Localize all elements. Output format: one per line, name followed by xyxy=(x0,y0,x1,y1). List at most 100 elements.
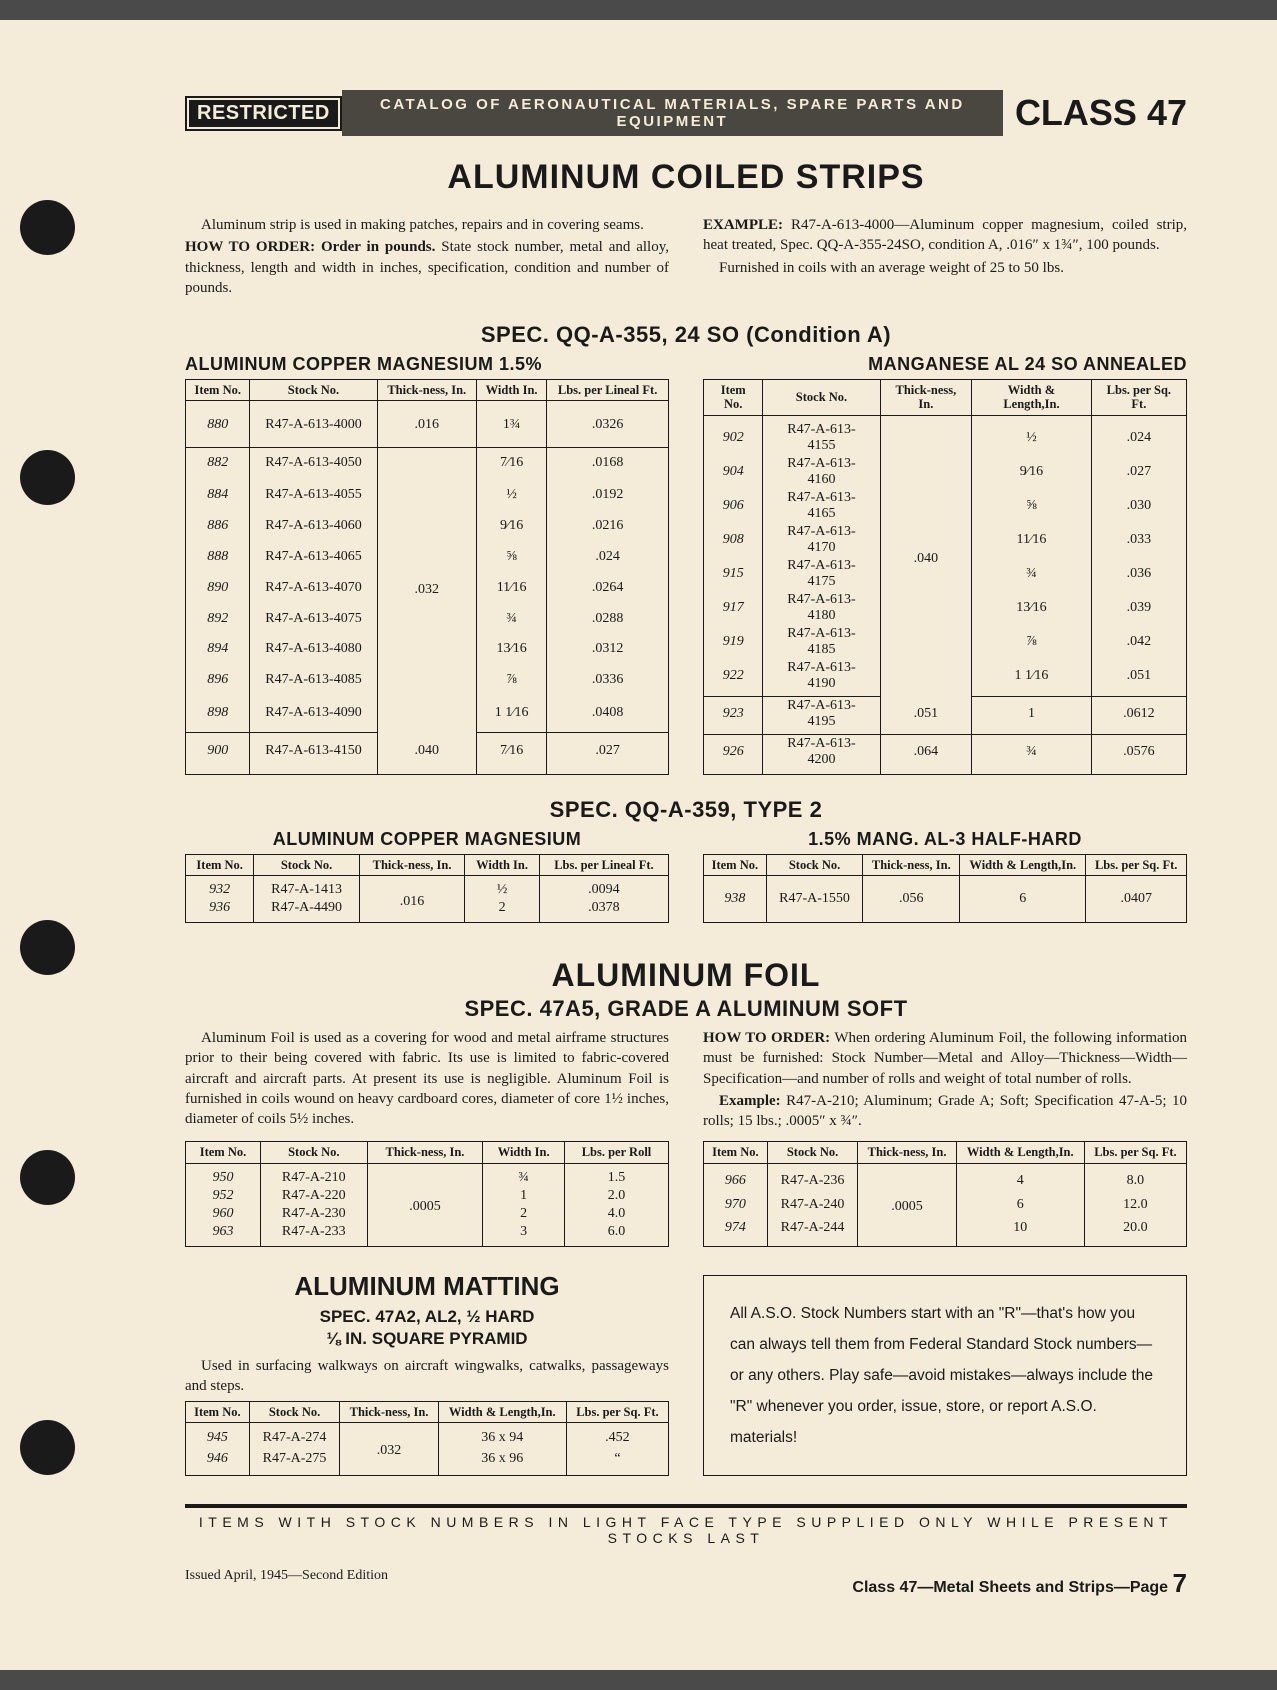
cell: .0216 xyxy=(547,510,669,541)
col-thick: Thick-ness, In. xyxy=(377,380,476,401)
cell: 9⁄16 xyxy=(972,455,1092,489)
cell: ⅞ xyxy=(972,625,1092,659)
cell: 36 x 94 xyxy=(438,1422,566,1448)
cell: R47-A-613-4070 xyxy=(250,572,377,603)
cell: R47-A-4490 xyxy=(254,899,359,923)
col-stock: Stock No. xyxy=(767,1142,858,1163)
cell: 2 xyxy=(483,1205,565,1223)
cell: .0192 xyxy=(547,479,669,510)
cell: 974 xyxy=(704,1216,768,1246)
cell: .016 xyxy=(359,876,465,923)
cell: ½ xyxy=(972,415,1092,455)
cell: R47-A-236 xyxy=(767,1163,858,1193)
cell: 2 xyxy=(465,899,540,923)
col-widthlen: Width & Length,In. xyxy=(972,380,1092,416)
col-thick: Thick-ness, In. xyxy=(340,1401,438,1422)
cell: R47-A-613-4190 xyxy=(763,659,880,697)
cell: R47-A-613-4185 xyxy=(763,625,880,659)
cell: .0312 xyxy=(547,634,669,665)
cell: R47-A-230 xyxy=(260,1205,367,1223)
cell: 923 xyxy=(704,696,763,734)
cell: 960 xyxy=(186,1205,261,1223)
cell: R47-A-613-4170 xyxy=(763,523,880,557)
cell: R47-A-613-4085 xyxy=(250,665,377,696)
cell: R47-A-613-4055 xyxy=(250,479,377,510)
tables-row-1: Item No. Stock No. Thick-ness, In. Width… xyxy=(185,379,1187,775)
matting-row: ALUMINUM MATTING SPEC. 47A2, AL2, ½ HARD… xyxy=(185,1247,1187,1476)
col-stock: Stock No. xyxy=(260,1142,367,1163)
cell: 966 xyxy=(704,1163,768,1193)
cell: 970 xyxy=(704,1193,768,1216)
punch-hole xyxy=(20,920,75,975)
cell: 7⁄16 xyxy=(476,447,546,479)
table-foil-2: Item No. Stock No. Thick-ness, In. Width… xyxy=(703,1141,1187,1246)
cell: 20.0 xyxy=(1084,1216,1186,1246)
table-al-copper-mg: Item No. Stock No. Thick-ness, In. Width… xyxy=(185,379,669,775)
cell: 6.0 xyxy=(564,1223,668,1247)
foil-text: Example: R47-A-210; Aluminum; Grade A; S… xyxy=(703,1091,1187,1132)
matting-title: ALUMINUM MATTING xyxy=(185,1269,669,1304)
cell: .024 xyxy=(547,541,669,572)
example-label: Example: xyxy=(719,1093,781,1109)
cell: .0005 xyxy=(367,1163,483,1246)
table-matting: Item No. Stock No. Thick-ness, In. Width… xyxy=(185,1401,669,1476)
cell: .042 xyxy=(1091,625,1186,659)
example-label: EXAMPLE: xyxy=(703,217,783,233)
punch-hole xyxy=(20,450,75,505)
intro-text: Aluminum strip is used in making patches… xyxy=(185,215,669,235)
col-width: Width In. xyxy=(483,1142,565,1163)
cell: R47-A-275 xyxy=(249,1449,340,1475)
cell: .0264 xyxy=(547,572,669,603)
cell: 13⁄16 xyxy=(476,634,546,665)
page-number: 7 xyxy=(1173,1568,1187,1598)
cell: .0005 xyxy=(858,1163,956,1246)
cell: R47-A-613-4060 xyxy=(250,510,377,541)
cell: R47-A-613-4050 xyxy=(250,447,377,479)
col-item: Item No. xyxy=(704,1142,768,1163)
matting-spec-line: ⅛ IN. SQUARE PYRAMID xyxy=(326,1329,527,1348)
col-lbs: Lbs. per Sq. Ft. xyxy=(566,1401,668,1422)
cell: R47-A-220 xyxy=(260,1187,367,1205)
cell: ⅞ xyxy=(476,665,546,696)
footer-notice: ITEMS WITH STOCK NUMBERS IN LIGHT FACE T… xyxy=(185,1504,1187,1546)
cell: 904 xyxy=(704,455,763,489)
cell: 1.5 xyxy=(564,1163,668,1187)
foil-spec: SPEC. 47A5, GRADE A ALUMINUM SOFT xyxy=(185,996,1187,1022)
col-item: Item No. xyxy=(704,854,767,875)
cell: 908 xyxy=(704,523,763,557)
col-item: Item No. xyxy=(704,380,763,416)
cell: ½ xyxy=(476,479,546,510)
cell: .024 xyxy=(1091,415,1186,455)
cell: 2.0 xyxy=(564,1187,668,1205)
restricted-badge: RESTRICTED xyxy=(185,96,342,131)
bottom-line: Issued April, 1945—Second Edition Class … xyxy=(185,1568,1187,1599)
cell: 9⁄16 xyxy=(476,510,546,541)
intro-text: Furnished in coils with an average weigh… xyxy=(703,258,1187,278)
col-width: Width In. xyxy=(476,380,546,401)
cell: 896 xyxy=(186,665,250,696)
cell: R47-A-244 xyxy=(767,1216,858,1246)
col-thick: Thick-ness, In. xyxy=(863,854,960,875)
cell: .027 xyxy=(1091,455,1186,489)
foil-columns: Aluminum Foil is used as a covering for … xyxy=(185,1028,1187,1133)
cell: 919 xyxy=(704,625,763,659)
cell: 7⁄16 xyxy=(476,733,546,774)
cell: .0326 xyxy=(547,401,669,447)
page: RESTRICTED CATALOG OF AERONAUTICAL MATER… xyxy=(0,20,1277,1670)
cell: 3 xyxy=(483,1223,565,1247)
cell: R47-A-613-4090 xyxy=(250,696,377,733)
cell: 4.0 xyxy=(564,1205,668,1223)
table-title: ALUMINUM COPPER MAGNESIUM 1.5% xyxy=(185,354,669,375)
cell: R47-A-613-4165 xyxy=(763,489,880,523)
tables-row-3: Item No. Stock No. Thick-ness, In. Width… xyxy=(185,1141,1187,1246)
spec-title: SPEC. QQ-A-359, TYPE 2 xyxy=(185,797,1187,823)
intro-columns: Aluminum strip is used in making patches… xyxy=(185,215,1187,300)
cell: 932 xyxy=(186,876,254,900)
cell: .0407 xyxy=(1086,876,1187,923)
cell: 926 xyxy=(704,734,763,774)
cell: 884 xyxy=(186,479,250,510)
cell: R47-A-613-4160 xyxy=(763,455,880,489)
cell: 12.0 xyxy=(1084,1193,1186,1216)
cell: .056 xyxy=(863,876,960,923)
cell: .040 xyxy=(377,733,476,774)
